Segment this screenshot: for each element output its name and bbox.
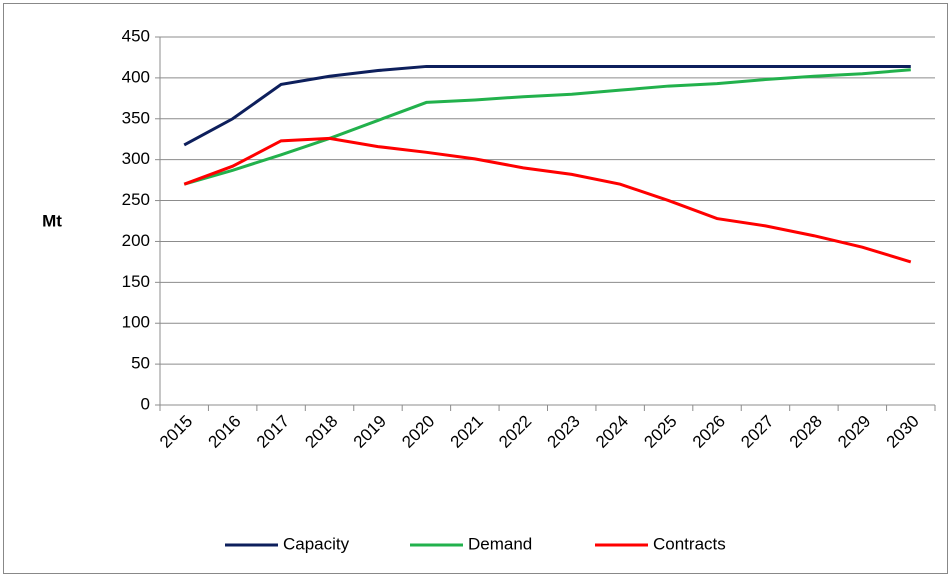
y-tick-label: 350 xyxy=(122,108,150,127)
y-tick-label: 450 xyxy=(122,26,150,45)
y-tick-label: 300 xyxy=(122,149,150,168)
y-tick-label: 250 xyxy=(122,190,150,209)
line-series xyxy=(183,64,911,147)
y-tick-label: 50 xyxy=(131,354,150,373)
y-tick-label: 100 xyxy=(122,313,150,332)
y-tick-label: 400 xyxy=(122,67,150,86)
y-tick-label: 200 xyxy=(122,231,150,250)
y-axis-label: Mt xyxy=(42,211,62,230)
legend-label: Capacity xyxy=(283,534,350,553)
y-tick-label: 150 xyxy=(122,272,150,291)
line-series xyxy=(183,68,911,186)
y-tick-label: 0 xyxy=(141,394,150,413)
line-series xyxy=(183,136,912,264)
legend-label: Contracts xyxy=(653,534,726,553)
legend-label: Demand xyxy=(468,534,532,553)
